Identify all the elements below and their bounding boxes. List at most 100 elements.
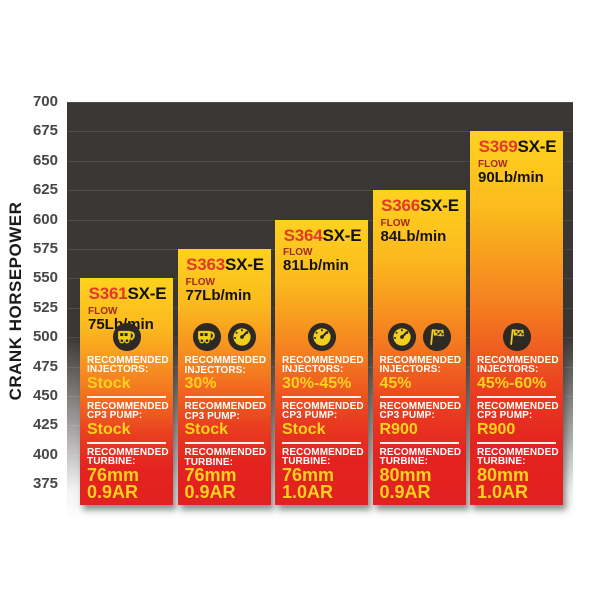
y-tick-label: 575 (32, 240, 58, 257)
bar-specs: RECOMMENDED INJECTORS: 45%-60% RECOMMEND… (470, 322, 563, 505)
flow-value: 84Lb/min (380, 228, 447, 246)
cp3-pump-header: RECOMMENDED CP3 PUMP: (184, 401, 267, 422)
cp3-pump-value: Stock (184, 421, 229, 438)
model-suffix: SX-E (322, 225, 362, 245)
turbine-ar-value: 0.9AR (379, 481, 431, 502)
flow-label: FLOW (478, 159, 508, 171)
divider (282, 395, 361, 398)
y-tick-label: 500 (32, 328, 58, 346)
bar-s361sx-e: S361SX-E FLOW 75Lb/min RECOMMENDED INJEC… (80, 278, 173, 505)
injectors-section: RECOMMENDED INJECTORS: Stock (87, 355, 169, 392)
bar-header: S363SX-E FLOW 77Lb/min (178, 249, 271, 304)
cp3-pump-section: RECOMMENDED CP3 PUMP: R900 (380, 401, 462, 438)
model-name: S364SX-E (283, 225, 362, 245)
bar-specs: RECOMMENDED INJECTORS: Stock RECOMMENDED… (80, 322, 173, 505)
cp3-pump-section: RECOMMENDED CP3 PUMP: R900 (477, 400, 559, 438)
model-name: S366SX-E (381, 197, 460, 215)
bar-header: S369SX-E FLOW 90Lb/min (470, 131, 563, 186)
turbine-section: RECOMMENDED TURBINE: 76mm 0.9AR (184, 447, 267, 502)
turbine-size-value: 76mm (282, 464, 335, 485)
cp3-pump-section: RECOMMENDED CP3 PUMP: Stock (282, 400, 364, 438)
model-prefix: S364 (283, 225, 323, 245)
divider (477, 441, 556, 444)
y-tick-label: 475 (32, 357, 58, 375)
injectors-value: Stock (87, 374, 131, 392)
bar-s364sx-e: S364SX-E FLOW 81Lb/min RECOMMENDED INJEC… (275, 219, 368, 505)
flow-value: 77Lb/min (185, 286, 252, 304)
model-prefix: S369 (478, 137, 518, 157)
usage-icons (185, 322, 265, 352)
flow-label: FLOW (185, 276, 215, 288)
flow-value: 90Lb/min (478, 169, 544, 187)
gauge-icon (307, 322, 337, 352)
plot-area: S361SX-E FLOW 75Lb/min RECOMMENDED INJEC… (67, 102, 573, 520)
usage-icons (380, 322, 460, 352)
model-prefix: S366 (381, 196, 420, 216)
model-suffix: SX-E (517, 137, 557, 157)
bar-s366sx-e: S366SX-E FLOW 84Lb/min RECOMMENDED INJEC… (372, 190, 466, 505)
injectors-value: 45% (379, 374, 412, 392)
y-tick-label: 550 (32, 269, 58, 287)
model-name: S369SX-E (478, 138, 557, 156)
bars-container: S361SX-E FLOW 75Lb/min RECOMMENDED INJEC… (67, 102, 573, 520)
turbine-ar-value: 0.9AR (184, 482, 236, 502)
bar-s369sx-e: S369SX-E FLOW 90Lb/min RECOMMENDED INJEC… (470, 131, 563, 505)
injectors-section: RECOMMENDED INJECTORS: 45% (379, 354, 462, 392)
model-name: S361SX-E (88, 285, 167, 303)
racing-flag-icon (422, 322, 452, 352)
injectors-header: RECOMMENDED INJECTORS: (379, 354, 462, 376)
bar-specs: RECOMMENDED INJECTORS: 30% RECOMMENDED C… (178, 322, 271, 505)
injectors-header: RECOMMENDED INJECTORS: (477, 354, 559, 376)
divider (184, 396, 264, 398)
gauge-icon (387, 322, 417, 352)
y-tick-label: 425 (32, 416, 58, 434)
y-tick-label: 675 (32, 122, 58, 140)
turbine-header: RECOMMENDED TURBINE: (477, 446, 559, 468)
flow-label: FLOW (88, 306, 118, 318)
usage-icons (87, 322, 167, 352)
bar-header: S366SX-E FLOW 84Lb/min (373, 190, 466, 245)
cp3-pump-header: RECOMMENDED CP3 PUMP: (282, 400, 364, 422)
divider (379, 441, 459, 444)
injectors-header: RECOMMENDED INJECTORS: (184, 355, 267, 376)
injectors-value: 45%-60% (477, 374, 547, 392)
y-tick-label: 525 (32, 298, 58, 316)
turbine-section: RECOMMENDED TURBINE: 80mm 1.0AR (477, 446, 559, 502)
racing-flag-icon (502, 322, 532, 352)
cp3-pump-section: RECOMMENDED CP3 PUMP: Stock (87, 401, 169, 438)
turbine-header: RECOMMENDED TURBINE: (282, 446, 364, 468)
y-tick-label: 450 (32, 387, 58, 404)
flow-value: 81Lb/min (283, 257, 349, 275)
model-prefix: S361 (88, 284, 128, 304)
flow-label: FLOW (283, 247, 313, 259)
injectors-section: RECOMMENDED INJECTORS: 30%-45% (282, 355, 364, 392)
cp3-pump-header: RECOMMENDED CP3 PUMP: (477, 400, 559, 422)
turbine-size-value: 76mm (184, 465, 237, 485)
divider (477, 395, 556, 398)
divider (282, 441, 361, 444)
y-tick-label: 625 (32, 181, 58, 199)
turbine-size-value: 80mm (477, 464, 530, 485)
model-suffix: SX-E (127, 284, 167, 304)
model-suffix: SX-E (225, 255, 264, 274)
turbine-section: RECOMMENDED TURBINE: 76mm 0.9AR (87, 446, 169, 501)
y-tick-label: 375 (32, 475, 58, 493)
cp3-pump-section: RECOMMENDED CP3 PUMP: Stock (184, 401, 267, 438)
injectors-section: RECOMMENDED INJECTORS: 45%-60% (477, 354, 559, 392)
usage-icons (477, 322, 557, 352)
turbine-header: RECOMMENDED TURBINE: (184, 447, 267, 468)
bar-specs: RECOMMENDED INJECTORS: 45% RECOMMENDED C… (373, 322, 466, 505)
divider (87, 395, 166, 398)
turbine-ar-value: 1.0AR (477, 481, 529, 502)
model-suffix: SX-E (420, 196, 459, 216)
injectors-section: RECOMMENDED INJECTORS: 30% (184, 355, 267, 392)
turbine-header: RECOMMENDED TURBINE: (87, 446, 169, 468)
turbine-size-value: 80mm (379, 464, 432, 485)
divider (184, 442, 264, 444)
gauge-icon (227, 322, 257, 352)
usage-icons (282, 322, 362, 352)
turbine-size-value: 76mm (87, 464, 140, 485)
bar-header: S364SX-E FLOW 81Lb/min (275, 220, 368, 275)
injectors-value: 30% (184, 375, 217, 392)
